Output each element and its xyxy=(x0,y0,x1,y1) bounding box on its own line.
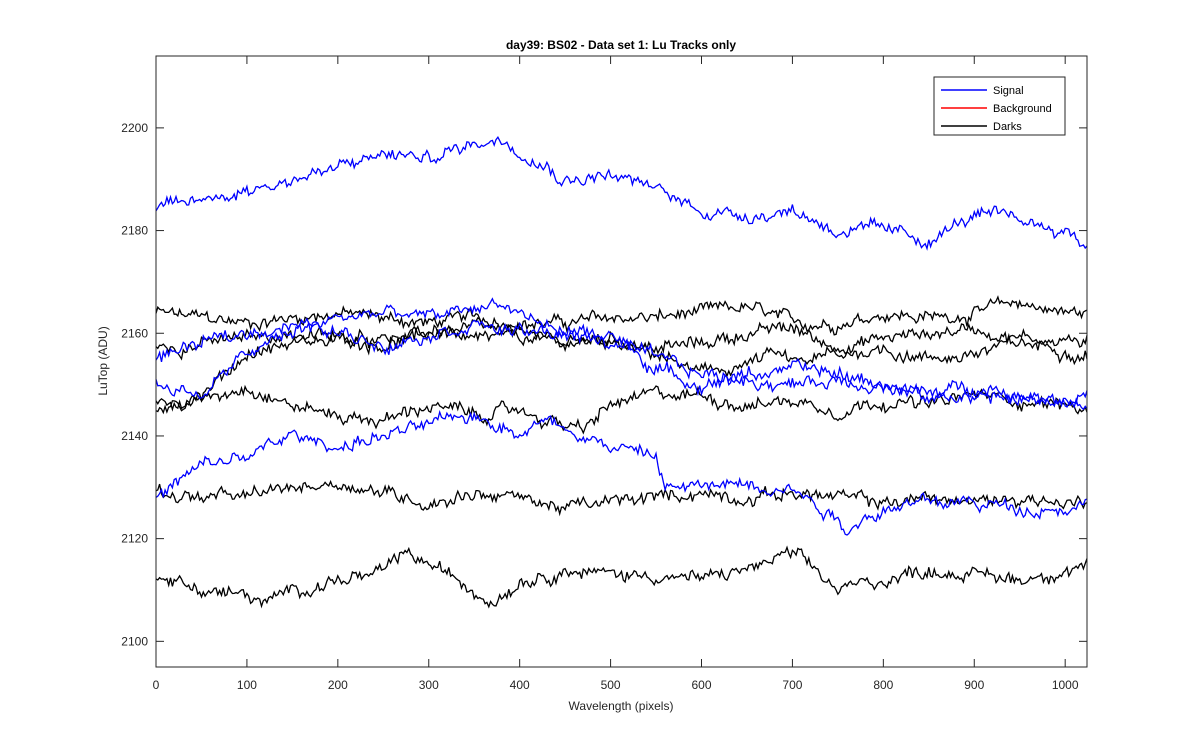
y-tick-label: 2120 xyxy=(121,532,148,546)
x-axis-ticks: 0 100 200 300 400 500 600 700 800 900 1000 xyxy=(153,56,1079,692)
x-tick-label: 100 xyxy=(237,678,257,692)
y-tick-label: 2140 xyxy=(121,429,148,443)
x-tick-label: 400 xyxy=(510,678,530,692)
y-tick-label: 2200 xyxy=(121,121,148,135)
legend-label-darks: Darks xyxy=(993,121,1022,133)
x-tick-label: 300 xyxy=(419,678,439,692)
y-tick-label: 2180 xyxy=(121,224,148,238)
series-line-signal-0 xyxy=(155,135,1088,251)
x-tick-label: 800 xyxy=(873,678,893,692)
legend-label-background: Background xyxy=(993,103,1052,115)
y-tick-label: 2100 xyxy=(121,634,148,648)
series-line-darks-6 xyxy=(155,324,1088,412)
x-tick-label: 600 xyxy=(691,678,711,692)
series-line-signal-2 xyxy=(155,317,1088,408)
x-tick-label: 700 xyxy=(782,678,802,692)
legend-label-signal: Signal xyxy=(993,85,1024,97)
series-layer xyxy=(155,135,1088,609)
y-axis-label: LuTop (ADU) xyxy=(96,326,110,395)
x-tick-label: 1000 xyxy=(1052,678,1079,692)
chart-title: day39: BS02 - Data set 1: Lu Tracks only xyxy=(506,38,736,52)
legend: Signal Background Darks xyxy=(933,76,1066,136)
y-tick-label: 2160 xyxy=(121,326,148,340)
x-tick-label: 0 xyxy=(153,678,160,692)
y-axis-ticks: 2100 2120 2140 2160 2180 2200 xyxy=(121,121,1087,648)
series-line-darks-8 xyxy=(155,479,1088,517)
x-tick-label: 500 xyxy=(601,678,621,692)
axes-box xyxy=(155,55,1088,668)
x-tick-label: 200 xyxy=(328,678,348,692)
series-line-darks-7 xyxy=(155,384,1088,435)
series-line-darks-4 xyxy=(155,295,1088,337)
x-axis-label: Wavelength (pixels) xyxy=(569,699,674,713)
x-tick-label: 900 xyxy=(964,678,984,692)
axes-background xyxy=(156,56,1087,667)
series-line-signal-1 xyxy=(155,297,1088,411)
plot-area: 0 100 200 300 400 500 600 700 800 900 1000 2100 212… xyxy=(121,55,1088,692)
series-line-signal-3 xyxy=(155,409,1088,536)
series-line-darks-9 xyxy=(155,545,1088,609)
